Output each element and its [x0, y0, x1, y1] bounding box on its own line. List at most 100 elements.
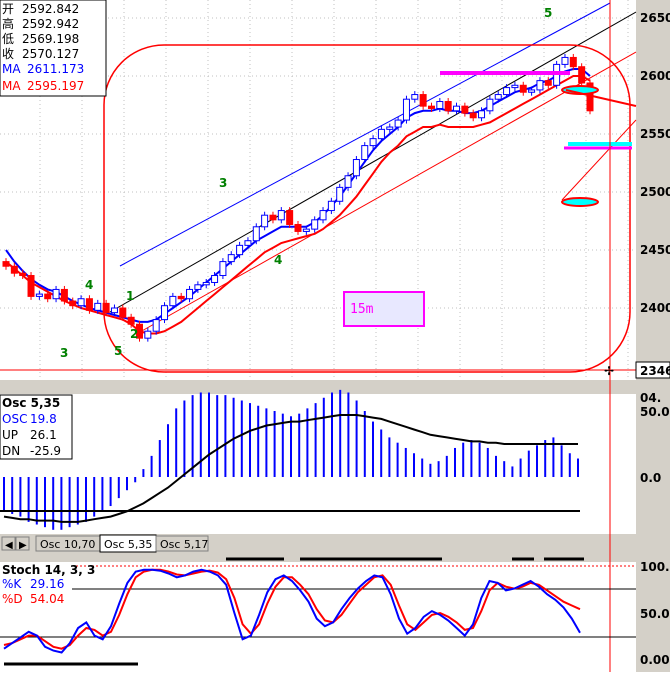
candle [52, 288, 60, 300]
candle [177, 295, 185, 300]
price-axis [636, 0, 670, 380]
up-value: 26.1 [30, 428, 57, 442]
candle [85, 298, 93, 311]
candle [35, 293, 43, 297]
price-tick-2400: 2400. [640, 301, 670, 315]
candle [402, 98, 410, 121]
osc-title: Osc 5,35 [2, 396, 60, 410]
tab-osc-5-35-label: Osc 5,35 [104, 538, 152, 551]
stoch-tick-100: 100. [640, 560, 670, 574]
candle [261, 214, 269, 228]
candle [219, 261, 227, 277]
price-tick-2450: 2450. [640, 243, 670, 257]
candle [186, 288, 194, 300]
current-price-label: 2346. [640, 364, 670, 378]
candle [528, 89, 536, 93]
ma2-label: MA [2, 79, 21, 93]
ma1-value: 2611.173 [27, 62, 84, 76]
osc-panel[interactable] [0, 394, 636, 534]
stoch-d-value: 54.04 [30, 592, 64, 606]
high-value: 2592.942 [22, 17, 79, 31]
candle [194, 284, 202, 290]
close-label: 收 [2, 47, 14, 61]
candle [77, 298, 85, 307]
ma1-label: MA [2, 62, 21, 76]
osc-info-box [0, 394, 73, 460]
candle [102, 302, 110, 314]
candle [436, 101, 444, 109]
candle [336, 186, 344, 202]
stoch-d-line [3, 568, 581, 650]
candle [236, 244, 244, 256]
candle [444, 101, 452, 112]
candle [486, 98, 494, 112]
candle [478, 110, 486, 119]
stoch-k-value: 29.16 [30, 577, 64, 591]
candle [569, 56, 577, 68]
wave-label-5-left: 5 [114, 344, 122, 358]
low-label: 低 [2, 32, 14, 46]
tab-scroll-left-button[interactable] [1, 536, 16, 551]
candle [503, 87, 511, 96]
candle [419, 94, 427, 107]
wave-label-3: 3 [219, 176, 227, 190]
open-label: 开 [2, 2, 14, 16]
osc-tick-top: 04. [640, 391, 661, 405]
candle [344, 175, 352, 188]
candle [327, 200, 335, 212]
candle [169, 295, 177, 307]
mid-channel-line [109, 11, 637, 313]
candle [277, 210, 285, 221]
candle [252, 226, 260, 242]
osc-value: 19.8 [30, 412, 57, 426]
tab-scroll-right-button[interactable] [15, 536, 30, 551]
candle [377, 128, 385, 140]
wave-label-5-top: 5 [544, 6, 552, 20]
open-value: 2592.842 [22, 2, 79, 16]
candle [60, 288, 68, 302]
stoch-tick-50: 50.00 [640, 607, 670, 621]
candle [127, 316, 135, 325]
candle [227, 254, 235, 263]
candle [394, 119, 402, 128]
ohlc-info-box [0, 0, 107, 97]
close-value: 2570.127 [22, 47, 79, 61]
panel-splitter-1[interactable] [0, 380, 670, 394]
candle [144, 330, 152, 339]
tab-osc-5-17[interactable] [155, 535, 209, 552]
dn-value: -25.9 [30, 444, 61, 458]
candle [2, 261, 10, 267]
price-tick-2500: 2500. [640, 185, 670, 199]
stoch-panel[interactable] [0, 562, 636, 672]
stoch-d-label: %D [2, 592, 23, 606]
candle [311, 219, 319, 230]
osc-signal-line [3, 414, 578, 523]
candle [352, 159, 360, 177]
candle [411, 94, 419, 100]
wave-label-3-left: 3 [60, 346, 68, 360]
candle [27, 275, 35, 297]
current-price-box [635, 361, 670, 379]
candle [202, 281, 210, 286]
tab-scroll-right-icon: ▶ [19, 540, 27, 551]
candle [511, 84, 519, 89]
candle [135, 323, 143, 339]
low-value: 2569.198 [22, 32, 79, 46]
candle [44, 293, 52, 300]
candle [319, 210, 327, 221]
candle [469, 112, 477, 119]
tab-osc-10-70-label: Osc 10,70 [40, 538, 95, 551]
cursor-crosshair-icon: ✢ [604, 364, 614, 378]
price-tick-2600: 2600. [640, 69, 670, 83]
stoch-info-box [0, 563, 72, 607]
candle [286, 210, 294, 225]
osc-label: OSC [2, 412, 27, 426]
stoch-tick-0: 0.00 [640, 653, 670, 667]
panel-splitter-2[interactable] [0, 552, 670, 562]
target-ellipse-low [561, 197, 599, 207]
dn-label: DN [2, 444, 20, 458]
projection-line [561, 119, 637, 201]
tab-osc-5-17-label: Osc 5,17 [160, 538, 208, 551]
candle [294, 223, 302, 232]
